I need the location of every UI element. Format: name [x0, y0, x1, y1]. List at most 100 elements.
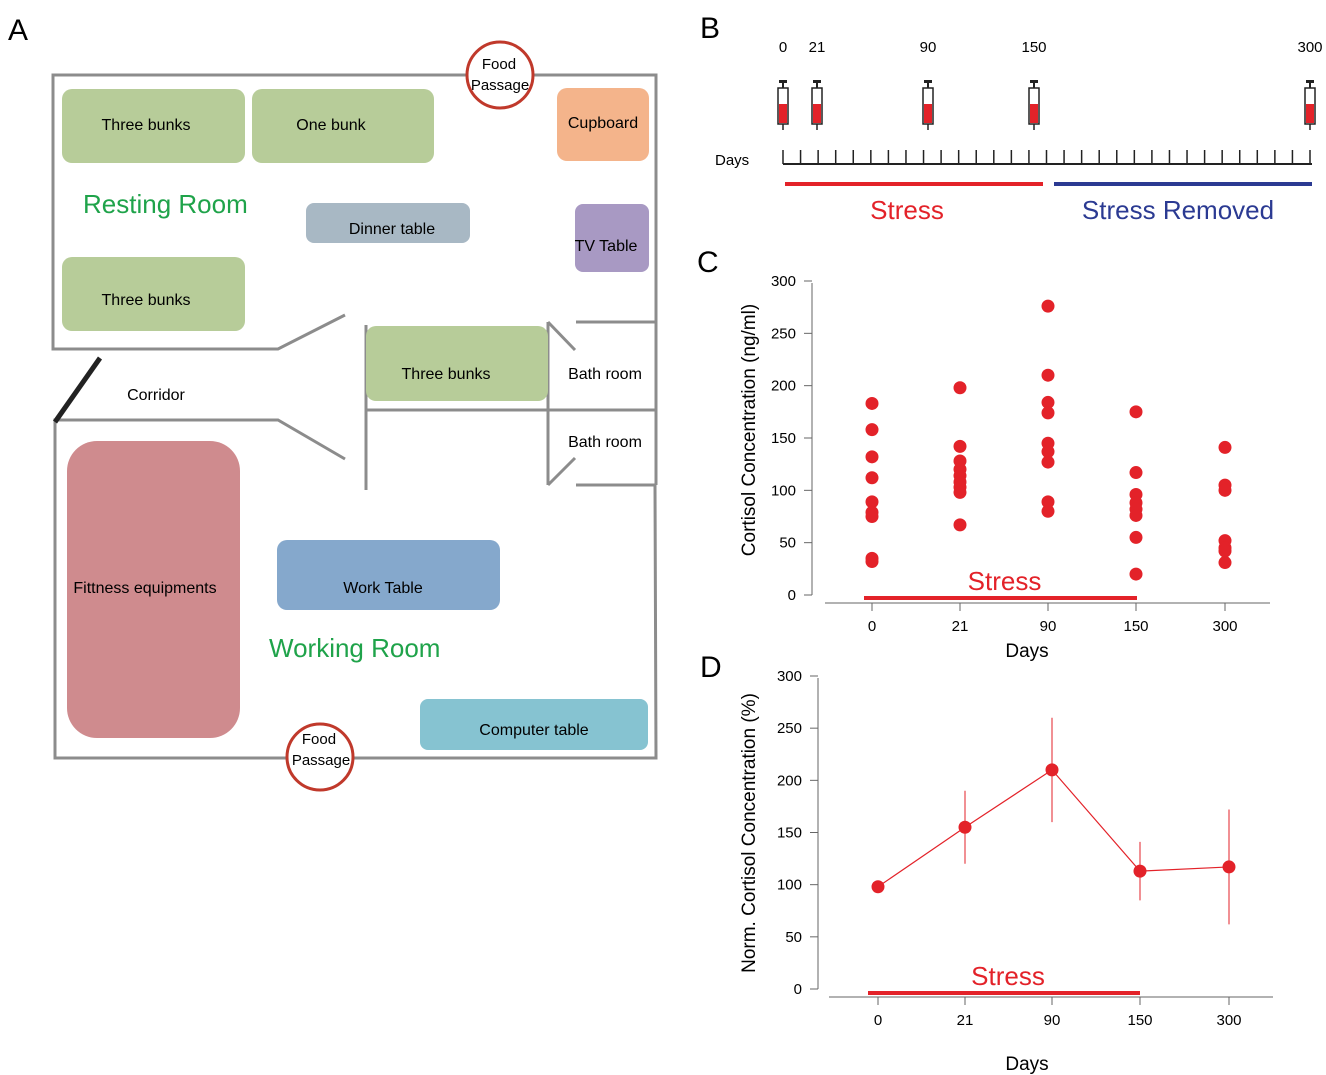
line-chart: 0 50 100 150 200 250 300 0 21 90 150 300 Days Norm. C…: [739, 668, 1273, 1075]
stress-label: Stress: [870, 195, 944, 225]
stress-annotation: Stress: [968, 566, 1042, 596]
y-tick-label: 100: [777, 877, 802, 894]
cupboard: Cupboard: [557, 88, 649, 161]
timeline-day-21: 21: [809, 39, 826, 56]
panel-label-c: C: [697, 246, 719, 279]
data-point: [1041, 299, 1055, 313]
food-passage-bottom-line2: Passage: [292, 752, 350, 769]
panel-d: D 0 50 100 150 200 250 300 0 21 90 150 300 Days Norm.…: [700, 651, 1273, 1075]
timeline-days-label: Days: [715, 152, 749, 169]
y-axis-label: Cortisol Concentration (ng/ml): [739, 304, 760, 556]
data-point: [1133, 864, 1147, 878]
panel-a: A Three bunks One bunk: [8, 14, 658, 792]
x-tick-label: 150: [1123, 618, 1148, 635]
timeline-day-300: 300: [1297, 39, 1322, 56]
stress-removed-label: Stress Removed: [1082, 195, 1274, 225]
panel-b: B 0 21 90 150 300 Days Stress Stress Removed: [700, 12, 1323, 225]
food-passage-top-line1: Food: [482, 56, 516, 73]
work-table: Work Table: [277, 540, 500, 610]
x-tick-label: 21: [952, 618, 969, 635]
data-point: [1129, 567, 1143, 581]
bunk-three-3: Three bunks: [366, 326, 548, 401]
data-point: [1218, 483, 1232, 497]
computer-table-label: Computer table: [479, 722, 588, 739]
bunk-three-1: Three bunks: [62, 89, 245, 163]
x-axis-label: Days: [1005, 641, 1048, 662]
syringe-icon: [922, 80, 934, 130]
panel-c: C 0 50 100 150 200 250 300 0 21 90 150 300 Days Corti…: [697, 246, 1270, 662]
data-point: [865, 471, 879, 485]
fitness-equipment: Fittness equipments: [67, 441, 240, 738]
dinner-table-label: Dinner table: [349, 221, 435, 238]
food-passage-top-line2: Passage: [471, 77, 529, 94]
data-point: [953, 485, 967, 499]
dinner-table: Dinner table: [306, 203, 470, 243]
data-point: [865, 423, 879, 437]
y-tick-label: 200: [771, 378, 796, 395]
y-tick-label: 200: [777, 772, 802, 789]
y-tick-label: 150: [777, 825, 802, 842]
y-tick-label: 300: [777, 668, 802, 685]
x-tick-label: 90: [1040, 618, 1057, 635]
timeline-day-labels: 0 21 90 150 300: [779, 39, 1323, 56]
food-passage-top: Food Passage: [465, 40, 535, 110]
computer-table: Computer table: [420, 699, 648, 750]
timeline-axis: [782, 150, 1312, 165]
data-point: [1218, 544, 1232, 558]
x-tick-label: 21: [957, 1012, 974, 1029]
data-point: [871, 880, 885, 894]
data-point: [1041, 445, 1055, 459]
y-tick-label: 250: [777, 720, 802, 737]
y-tick-label: 50: [785, 929, 802, 946]
working-room-label: Working Room: [269, 633, 440, 663]
food-passage-bottom-line1: Food: [302, 731, 336, 748]
data-point: [1041, 455, 1055, 469]
timeline-day-0: 0: [779, 39, 787, 56]
data-point: [865, 510, 879, 523]
panel-label-d: D: [700, 651, 722, 684]
data-point: [1041, 495, 1055, 509]
x-tick-label: 150: [1127, 1012, 1152, 1029]
tv-table: TV Table: [575, 204, 649, 272]
data-point: [1041, 504, 1055, 518]
x-tick-label: 300: [1212, 618, 1237, 635]
data-point: [1041, 395, 1055, 409]
syringes: [777, 80, 1316, 130]
data-point: [1041, 406, 1055, 420]
data-point: [865, 495, 879, 509]
data-point: [865, 555, 879, 569]
data-point: [958, 820, 972, 834]
x-tick-label: 0: [868, 618, 876, 635]
bunk-three-3-label: Three bunks: [402, 366, 491, 383]
syringe-icon: [1028, 80, 1040, 130]
data-point: [1218, 440, 1232, 454]
bunk-three-2-label: Three bunks: [102, 292, 191, 309]
data-point: [1045, 763, 1059, 777]
y-tick-label: 0: [794, 981, 802, 998]
work-table-label: Work Table: [343, 580, 423, 597]
x-axis-label: Days: [1005, 1054, 1048, 1075]
y-tick-label: 250: [771, 325, 796, 342]
cupboard-label: Cupboard: [568, 115, 638, 132]
y-tick-label: 0: [788, 587, 796, 604]
bunk-one-label: One bunk: [296, 117, 366, 134]
tv-table-label: TV Table: [575, 238, 638, 255]
y-axis-label: Norm. Cortisol Concentration (%): [739, 693, 760, 973]
bath-room-2-label: Bath room: [568, 434, 642, 451]
data-point: [1129, 466, 1143, 480]
bunk-three-2: Three bunks: [62, 257, 245, 331]
floorplan-walls: [51, 73, 658, 760]
bunk-three-1-label: Three bunks: [102, 117, 191, 134]
data-point: [1222, 860, 1236, 874]
resting-room-label: Resting Room: [83, 189, 248, 219]
x-tick-label: 0: [874, 1012, 882, 1029]
corridor-label: Corridor: [127, 387, 185, 404]
data-point: [1129, 405, 1143, 419]
syringe-icon: [1304, 80, 1316, 130]
y-tick-label: 50: [779, 535, 796, 552]
panel-label-a: A: [8, 14, 28, 47]
timeline-day-90: 90: [920, 39, 937, 56]
food-passage-bottom: Food Passage: [285, 722, 355, 792]
x-tick-label: 90: [1044, 1012, 1061, 1029]
